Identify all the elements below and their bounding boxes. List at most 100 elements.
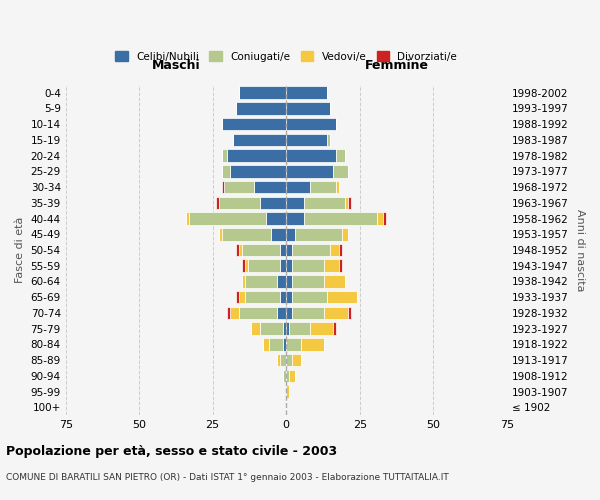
Bar [292,275,325,287]
Bar [251,322,260,335]
Bar [292,354,301,366]
Bar [286,228,295,240]
Bar [283,338,286,350]
Bar [310,322,333,335]
Bar [336,150,345,162]
Bar [286,260,292,272]
Bar [215,196,218,209]
Bar [292,260,325,272]
Bar [345,196,348,209]
Bar [348,306,351,319]
Bar [286,275,292,287]
Bar [331,244,339,256]
Bar [280,244,286,256]
Bar [286,181,310,194]
Bar [339,244,342,256]
Bar [221,181,224,194]
Bar [286,370,289,382]
Bar [325,260,339,272]
Bar [325,306,348,319]
Bar [233,134,286,146]
Bar [286,291,292,304]
Bar [271,228,286,240]
Bar [221,150,227,162]
Bar [221,165,230,177]
Bar [292,291,328,304]
Bar [248,260,280,272]
Bar [280,260,286,272]
Bar [239,291,245,304]
Bar [286,134,328,146]
Bar [286,338,301,350]
Bar [383,212,386,225]
Bar [292,244,331,256]
Bar [266,212,286,225]
Bar [269,338,283,350]
Bar [301,338,325,350]
Text: Femmine: Femmine [364,60,428,72]
Bar [286,244,292,256]
Bar [227,150,286,162]
Text: COMUNE DI BARATILI SAN PIETRO (OR) - Dati ISTAT 1° gennaio 2003 - Elaborazione T: COMUNE DI BARATILI SAN PIETRO (OR) - Dat… [6,473,449,482]
Bar [224,181,254,194]
Text: Popolazione per età, sesso e stato civile - 2003: Popolazione per età, sesso e stato civil… [6,445,337,458]
Bar [328,134,331,146]
Bar [339,260,342,272]
Bar [286,354,292,366]
Bar [286,86,328,99]
Bar [286,150,336,162]
Bar [286,322,289,335]
Y-axis label: Anni di nascita: Anni di nascita [575,208,585,291]
Bar [245,291,280,304]
Bar [239,86,286,99]
Bar [277,275,286,287]
Bar [242,275,245,287]
Bar [286,212,304,225]
Bar [239,244,242,256]
Bar [283,322,286,335]
Bar [286,386,289,398]
Bar [295,228,342,240]
Bar [260,322,283,335]
Bar [286,306,292,319]
Bar [221,118,286,130]
Bar [280,291,286,304]
Bar [254,181,286,194]
Bar [328,291,357,304]
Bar [218,228,221,240]
Bar [221,228,271,240]
Bar [333,165,348,177]
Bar [289,322,310,335]
Text: Maschi: Maschi [152,60,200,72]
Bar [377,212,383,225]
Bar [189,212,266,225]
Bar [283,370,286,382]
Bar [348,196,351,209]
Bar [342,228,348,240]
Bar [242,260,245,272]
Bar [236,244,239,256]
Bar [310,181,336,194]
Bar [286,165,333,177]
Bar [239,306,277,319]
Bar [336,181,339,194]
Bar [236,102,286,115]
Bar [263,338,269,350]
Bar [236,291,239,304]
Bar [230,306,239,319]
Bar [289,370,295,382]
Bar [286,118,336,130]
Bar [286,102,331,115]
Bar [245,275,277,287]
Bar [218,196,260,209]
Bar [242,244,280,256]
Bar [277,354,280,366]
Bar [245,260,248,272]
Bar [304,196,345,209]
Bar [286,196,304,209]
Bar [227,306,230,319]
Legend: Celibi/Nubili, Coniugati/e, Vedovi/e, Divorziati/e: Celibi/Nubili, Coniugati/e, Vedovi/e, Di… [111,47,461,66]
Bar [304,212,377,225]
Bar [277,306,286,319]
Bar [333,322,336,335]
